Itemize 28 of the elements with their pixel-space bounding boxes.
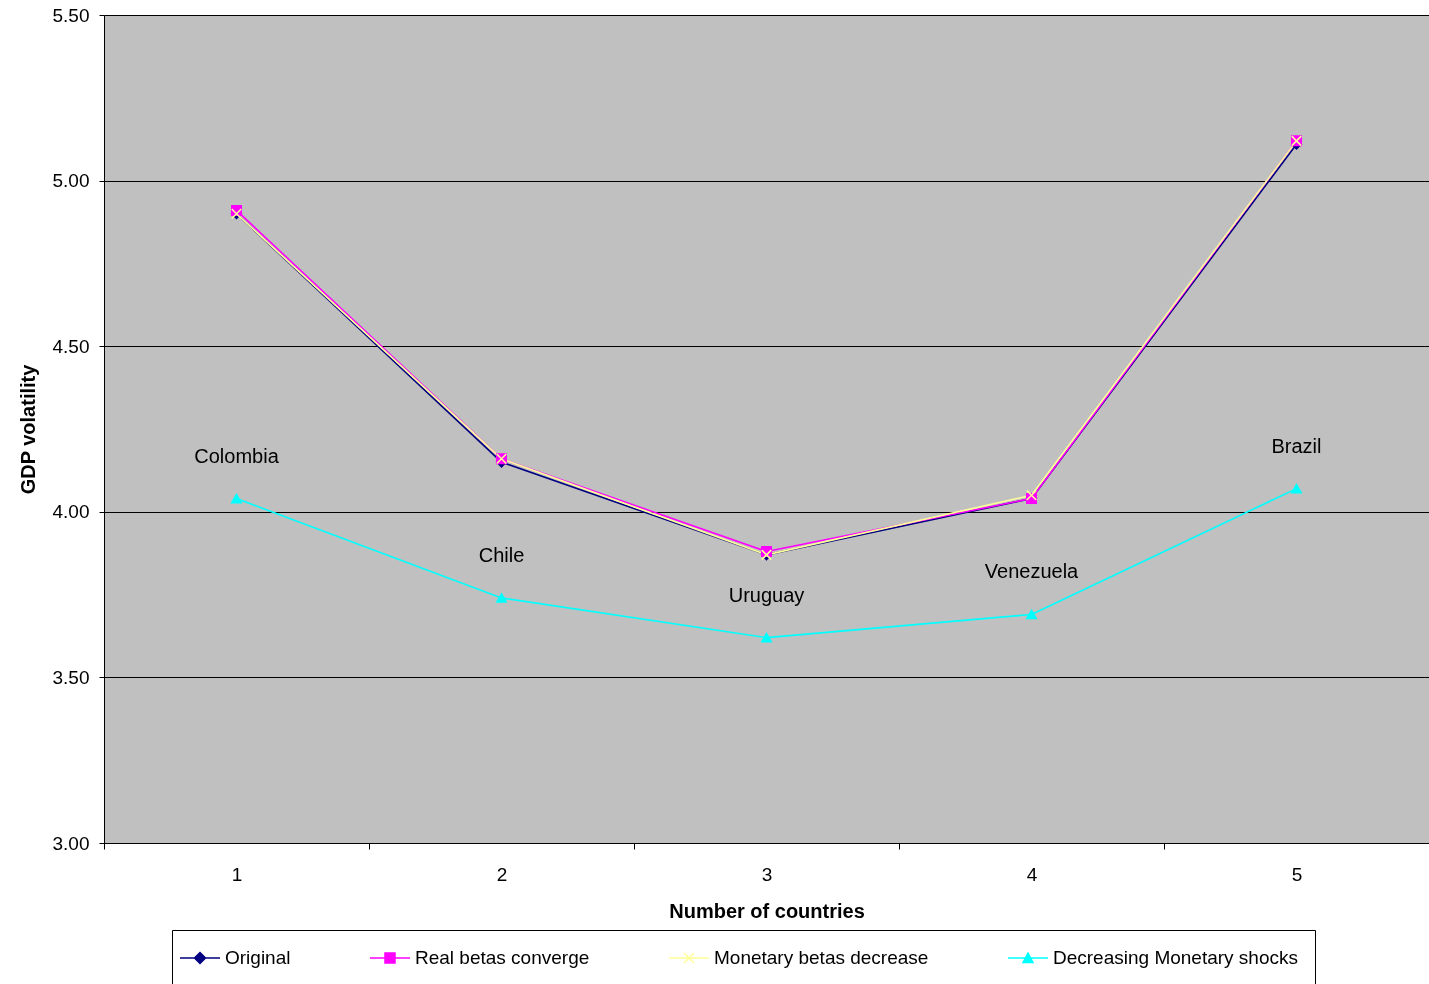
- annotation: Venezuela: [984, 560, 1080, 583]
- annotation: Colombia: [194, 444, 280, 467]
- y-tick-label: 4.00: [52, 501, 90, 523]
- y-tick-label: 3.00: [52, 832, 90, 854]
- point: [1026, 489, 1037, 501]
- legend-label: Original: [225, 947, 291, 968]
- y-tick-label: 4.50: [52, 335, 90, 357]
- point: [761, 632, 772, 643]
- annotation: Uruguay: [728, 583, 805, 606]
- y-tick-label: 5.00: [52, 170, 90, 192]
- y-tick-label: 5.50: [52, 4, 90, 26]
- x-tick-label: 3: [761, 863, 773, 885]
- legend-label: Decreasing Monetary shocks: [1053, 947, 1298, 968]
- point: [496, 593, 507, 603]
- x-tick-label: 1: [231, 863, 243, 885]
- point: [1026, 609, 1037, 620]
- x-tick-label: 4: [1026, 863, 1038, 885]
- point: [231, 493, 242, 504]
- annotation: Chile: [478, 543, 525, 566]
- x-tick-label: 5: [1291, 863, 1303, 885]
- y-axis-title: GDP volatility: [16, 363, 39, 495]
- y-tick-label: 3.50: [52, 666, 90, 688]
- legend-label: Real betas converge: [415, 947, 590, 968]
- legend-label: Monetary betas decrease: [714, 947, 929, 968]
- x-axis-title: Number of countries: [669, 899, 865, 922]
- point: [1291, 483, 1302, 494]
- annotation: Brazil: [1271, 434, 1322, 457]
- x-tick-label: 2: [496, 863, 508, 885]
